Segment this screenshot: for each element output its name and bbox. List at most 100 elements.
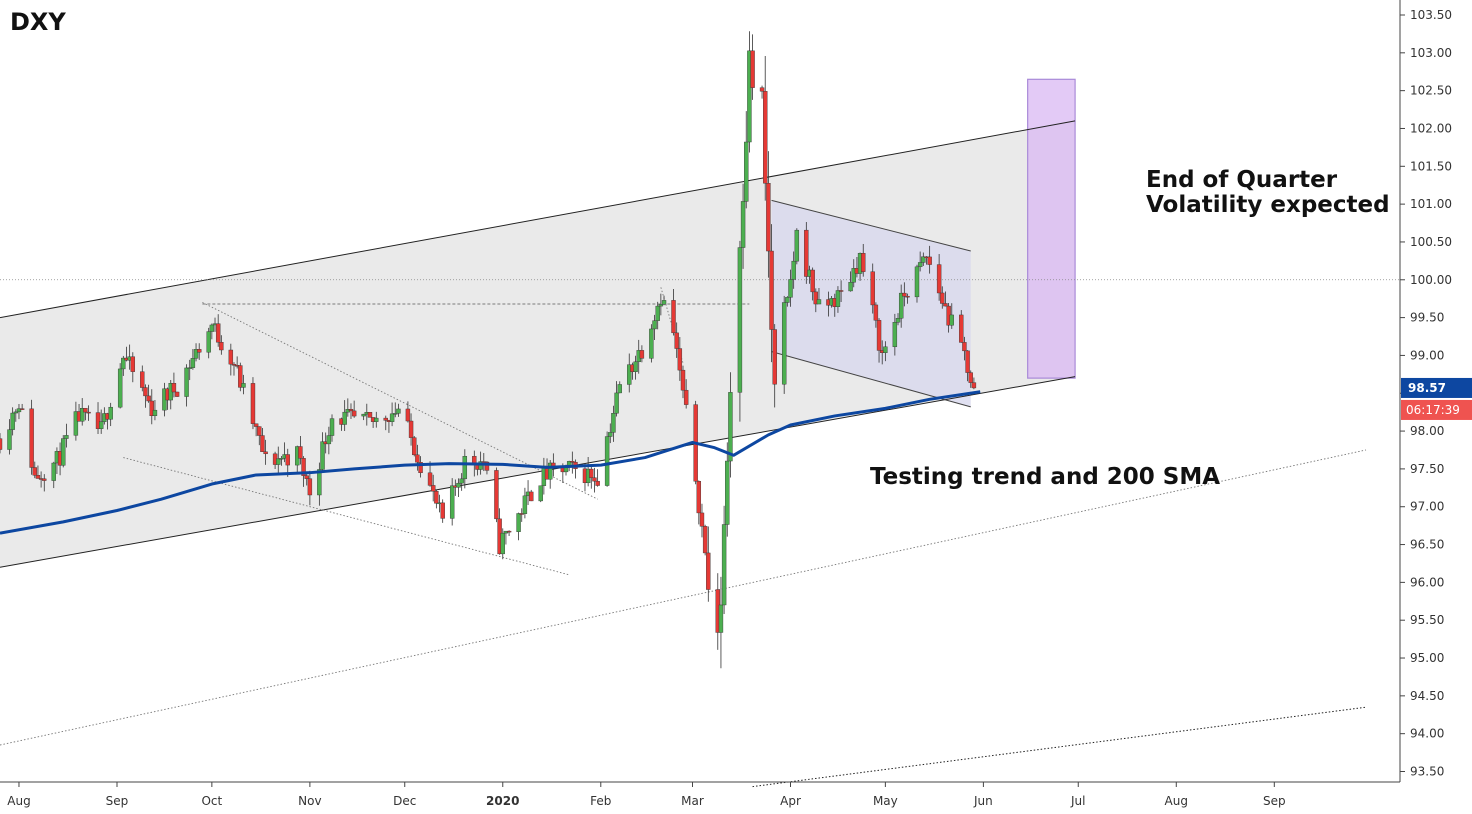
candle [661, 295, 667, 306]
candle [238, 362, 243, 392]
candle [965, 350, 970, 382]
candle-body-down [677, 348, 683, 371]
candle-body-up [462, 456, 468, 480]
y-tick-label: 99.00 [1410, 348, 1444, 362]
y-tick-label: 94.00 [1410, 727, 1444, 741]
candle [418, 456, 423, 478]
x-tick-label: Aug [1165, 794, 1188, 808]
candle-body-down [307, 478, 313, 496]
candle [573, 459, 578, 479]
candle [64, 423, 69, 448]
candle-body-up [816, 299, 822, 305]
candle [190, 349, 196, 370]
candle-body-down [351, 410, 357, 417]
candle-body-up [949, 314, 954, 326]
candle [174, 391, 180, 397]
candle-body-up [604, 436, 610, 486]
candle-body-down [861, 253, 866, 272]
y-tick-label: 96.50 [1410, 538, 1444, 552]
candle [241, 374, 246, 395]
candle-body-down [405, 408, 411, 422]
candle-body-down [238, 365, 243, 388]
candle-body-down [936, 264, 942, 294]
y-tick-label: 100.50 [1410, 235, 1452, 249]
candle [649, 324, 654, 363]
candle-body-down [529, 491, 534, 502]
time-axis[interactable]: Aug Sep Oct Nov Dec 2020 Feb Mar Apr May Jun Jul Aug… [0, 781, 1400, 808]
candle [197, 343, 202, 360]
candle-body-up [737, 247, 743, 393]
candle [696, 480, 702, 525]
candle-body-up [51, 462, 56, 481]
candle [348, 403, 354, 419]
candle-body-up [13, 411, 19, 414]
candle [917, 251, 923, 272]
candle-body-up [627, 364, 632, 385]
y-tick-label: 95.00 [1410, 651, 1444, 665]
candle-body-down [772, 329, 777, 385]
candle [813, 288, 819, 313]
candle-body-up [98, 421, 104, 429]
candle-body-up [396, 408, 401, 414]
candle-body-up [190, 358, 196, 368]
candle-body-down [639, 350, 645, 359]
candle-body-down [769, 250, 774, 330]
candle-body-down [418, 462, 423, 474]
candle [538, 485, 543, 503]
candle [456, 478, 461, 497]
candle [725, 442, 730, 537]
candle [279, 455, 284, 466]
volatility-box [1027, 78, 1076, 379]
candle [522, 487, 528, 519]
candle [86, 405, 91, 421]
x-tick-label: 2020 [486, 794, 519, 808]
y-tick-label: 103.50 [1410, 8, 1452, 22]
candle [73, 401, 79, 441]
candle-body-down [298, 446, 303, 459]
candle-body-down [570, 461, 575, 463]
candle-body-up [276, 458, 281, 465]
candle-body-down [873, 304, 879, 321]
candle [658, 293, 664, 316]
candle [459, 473, 464, 491]
candle-body-down [968, 372, 973, 383]
candle [95, 402, 101, 435]
candle-body-up [725, 460, 730, 525]
candle-body-up [921, 256, 926, 263]
candle-body-up [611, 413, 616, 433]
candle-body-down [494, 470, 499, 520]
candle-body-down [197, 349, 202, 353]
candle-body-down [174, 391, 180, 397]
candle [449, 478, 455, 526]
candle [627, 353, 632, 393]
candle [250, 377, 256, 430]
x-tick-label: Apr [780, 794, 801, 808]
candle-body-up [794, 229, 800, 262]
candle [785, 296, 790, 307]
candle [747, 31, 752, 153]
candle [680, 365, 686, 399]
candle-body-up [522, 495, 528, 514]
candle [209, 323, 215, 340]
candle-body-down [130, 356, 136, 372]
price-axis[interactable]: 103.50 103.00 102.50 102.00 101.50 101.00 100.… [1399, 0, 1472, 814]
candle [263, 439, 268, 465]
candle-body-up [456, 482, 461, 488]
candle [671, 289, 676, 336]
candle-body-down [171, 383, 177, 393]
annotation-end-of-quarter: End of Quarter [1146, 167, 1338, 193]
candle-body-down [285, 454, 290, 466]
candle-body-down [671, 300, 676, 334]
candle-body-up [895, 318, 901, 323]
candle-body-up [892, 321, 898, 348]
candle-body-down [263, 451, 268, 455]
candle-body-up [785, 297, 790, 303]
candle-body-up [206, 331, 211, 353]
candle-body-up [342, 411, 347, 425]
x-tick-label: Oct [201, 794, 222, 808]
candle-body-down [253, 423, 259, 427]
dotted-deep-trend [752, 706, 1367, 788]
candle-body-up [718, 604, 724, 633]
candle [936, 254, 942, 301]
